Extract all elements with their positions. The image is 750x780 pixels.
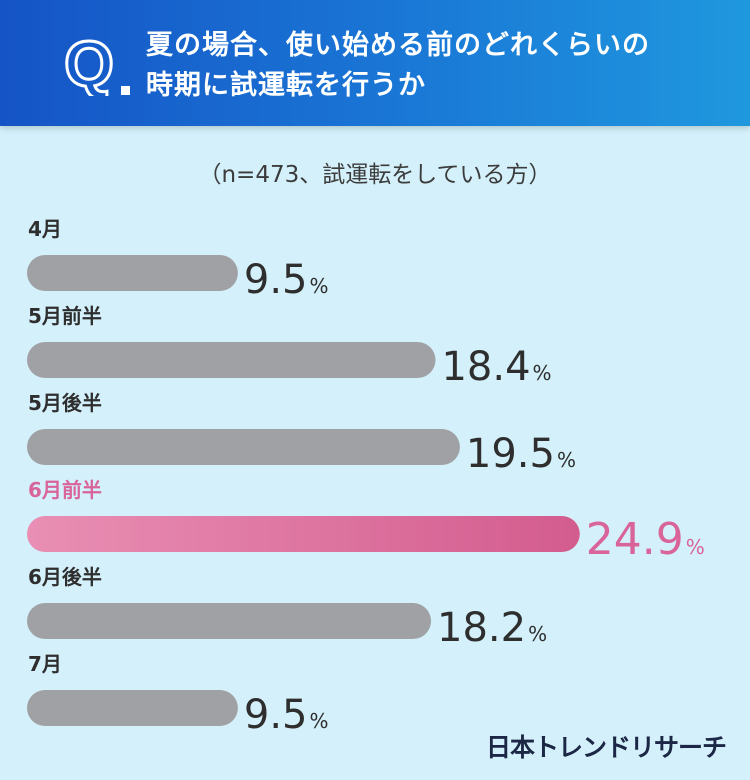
category-label: 5月後半: [28, 391, 102, 415]
sample-note: （n=473、試運転をしている方）: [198, 162, 552, 188]
q-dot: [121, 86, 130, 95]
bar: [27, 603, 432, 639]
value-label: 9.5%: [244, 257, 329, 303]
bar: [27, 690, 238, 726]
bar: [27, 255, 238, 291]
header-banner: Q 夏の場合、使い始める前のどれくらいの 時期に試運転を行うか: [0, 0, 750, 126]
value-label: 9.5%: [244, 692, 329, 738]
question-title-line2: 時期に試運転を行うか: [146, 70, 426, 101]
unit-label: %: [528, 622, 547, 646]
bar: [27, 429, 460, 465]
unit-label: %: [310, 274, 329, 298]
unit-label: %: [557, 448, 576, 472]
category-label: 6月前半: [28, 478, 102, 502]
category-label: 5月前半: [28, 304, 102, 328]
value-label: 18.4%: [441, 344, 551, 390]
bar: [27, 342, 436, 378]
unit-label: %: [686, 535, 705, 559]
unit-label: %: [533, 361, 552, 385]
q-letter: Q: [64, 30, 114, 96]
question-title: 夏の場合、使い始める前のどれくらいの 時期に試運転を行うか: [146, 26, 726, 106]
category-label: 4月: [28, 217, 62, 241]
value-label: 18.2%: [437, 605, 547, 651]
unit-label: %: [310, 709, 329, 733]
question-title-line1: 夏の場合、使い始める前のどれくらいの: [146, 30, 650, 61]
brand-logo: 日本トレンドリサーチ: [485, 733, 727, 762]
value-label: 24.9%: [586, 514, 705, 565]
value-label: 19.5%: [466, 431, 576, 477]
bar-highlight: [27, 516, 580, 552]
category-label: 7月: [28, 652, 62, 676]
q-icon: Q: [63, 30, 116, 96]
category-label: 6月後半: [28, 565, 102, 589]
